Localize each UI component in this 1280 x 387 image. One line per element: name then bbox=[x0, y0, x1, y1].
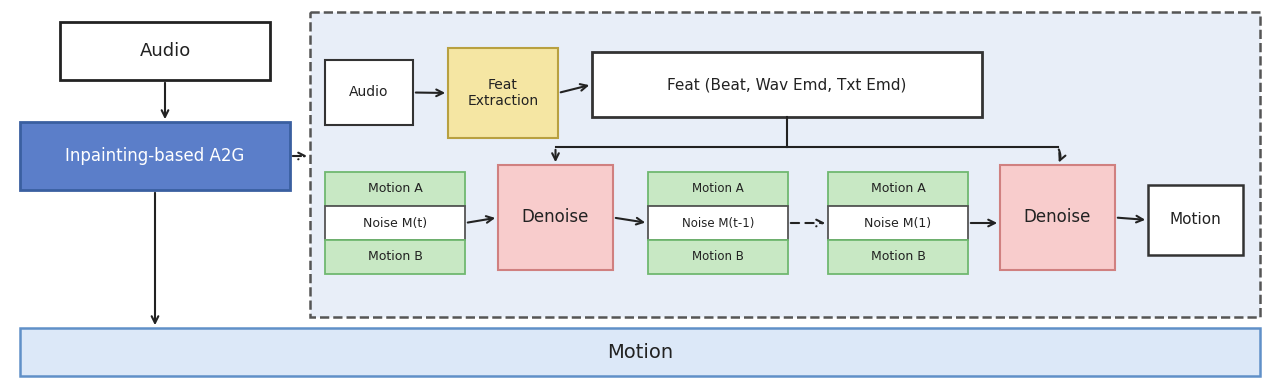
Bar bbox=[648, 240, 788, 274]
Text: Audio: Audio bbox=[140, 42, 191, 60]
Bar bbox=[828, 206, 968, 240]
Bar bbox=[325, 206, 465, 240]
Bar bbox=[325, 60, 413, 125]
Text: Noise M(1): Noise M(1) bbox=[864, 216, 932, 229]
Text: Audio: Audio bbox=[349, 86, 389, 99]
Bar bbox=[310, 12, 1260, 317]
Text: Motion A: Motion A bbox=[870, 183, 925, 195]
Bar bbox=[325, 240, 465, 274]
Bar bbox=[20, 122, 291, 190]
Bar bbox=[1148, 185, 1243, 255]
Text: Noise M(t-1): Noise M(t-1) bbox=[682, 216, 754, 229]
Bar bbox=[828, 172, 968, 206]
Text: Motion B: Motion B bbox=[870, 250, 925, 264]
Bar bbox=[591, 52, 982, 117]
Text: Feat
Extraction: Feat Extraction bbox=[467, 78, 539, 108]
Text: Noise M(t): Noise M(t) bbox=[364, 216, 428, 229]
Text: Inpainting-based A2G: Inpainting-based A2G bbox=[65, 147, 244, 165]
Bar bbox=[498, 165, 613, 270]
Text: Feat (Beat, Wav Emd, Txt Emd): Feat (Beat, Wav Emd, Txt Emd) bbox=[667, 77, 906, 92]
Text: Motion: Motion bbox=[607, 342, 673, 361]
Text: Motion: Motion bbox=[1170, 212, 1221, 228]
Text: Motion B: Motion B bbox=[367, 250, 422, 264]
Bar bbox=[648, 172, 788, 206]
Bar bbox=[60, 22, 270, 80]
Text: Motion A: Motion A bbox=[367, 183, 422, 195]
Text: Denoise: Denoise bbox=[1024, 209, 1091, 226]
Bar bbox=[325, 172, 465, 206]
Text: Motion A: Motion A bbox=[692, 183, 744, 195]
Bar bbox=[648, 206, 788, 240]
Bar bbox=[1000, 165, 1115, 270]
Text: Denoise: Denoise bbox=[522, 209, 589, 226]
Bar bbox=[448, 48, 558, 138]
Bar bbox=[20, 328, 1260, 376]
Bar bbox=[828, 240, 968, 274]
Text: Motion B: Motion B bbox=[692, 250, 744, 264]
